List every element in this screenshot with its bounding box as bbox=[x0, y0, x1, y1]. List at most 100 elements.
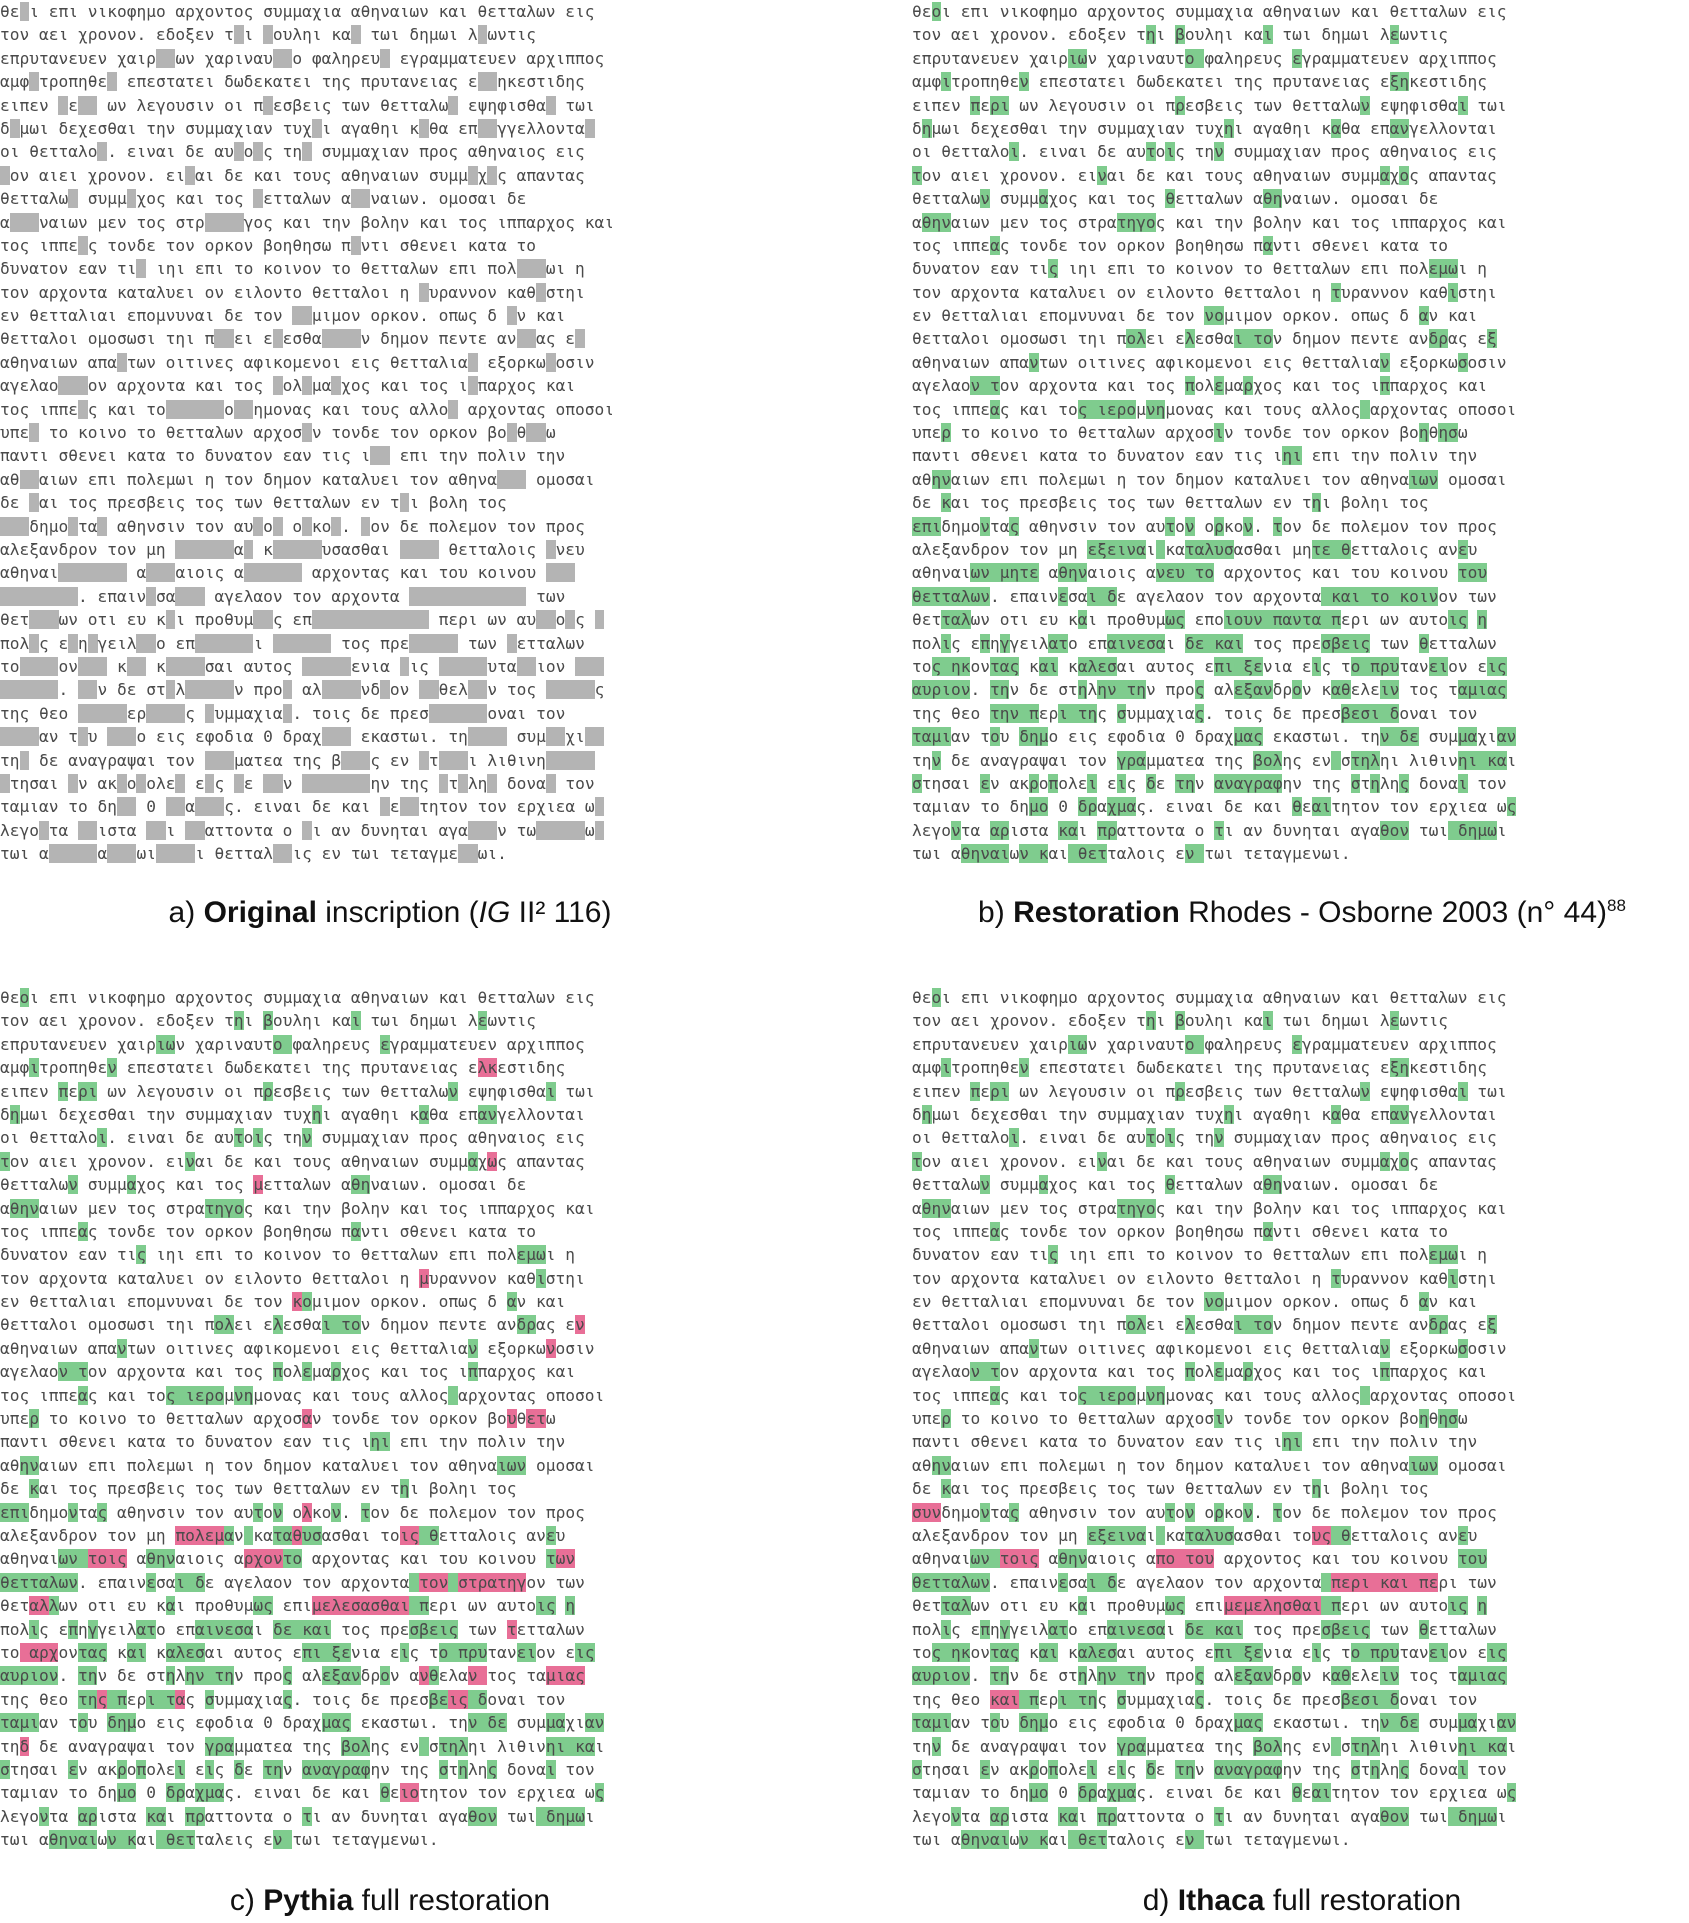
text-run: α bbox=[912, 212, 922, 232]
restored-chars-green: μα bbox=[1457, 1713, 1478, 1733]
text-run: εψηφισθα bbox=[458, 1081, 546, 1101]
text-run bbox=[1468, 610, 1478, 629]
text-run: 0 bbox=[136, 797, 166, 817]
inscription-line: αθηναιων απαντων οιτινες αφικομενοι εις … bbox=[912, 1337, 1689, 1360]
text-run: οναι τον bbox=[487, 1689, 566, 1709]
text-run: αιοις α bbox=[175, 1549, 244, 1569]
restored-chars-grey bbox=[19, 656, 59, 676]
text-run: ις bbox=[409, 656, 439, 676]
text-run: συμ bbox=[1418, 727, 1458, 747]
restored-chars-green: ολ bbox=[1126, 329, 1146, 349]
restored-chars-green: ο πρυ bbox=[1350, 1642, 1400, 1662]
inscription-line: τησαι ν ακ ο ολε ε ς ε ν ην της τ λη δον… bbox=[0, 772, 780, 795]
inscription-line: ταμιαν το δημο 0 δραχμας. ειναι δε και θ… bbox=[912, 795, 1689, 818]
restored-chars-green: ν bbox=[1243, 516, 1254, 536]
restored-chars-green: ο bbox=[272, 1034, 293, 1054]
text-run: συμ bbox=[506, 727, 546, 747]
text-run: δε αναγραψαι τον bbox=[29, 750, 205, 770]
restored-chars-green: πρ bbox=[185, 1806, 205, 1826]
text-run: αι δε και τους αθηναιων συμμ bbox=[1106, 1151, 1380, 1171]
text-run: ουληι κα bbox=[272, 25, 351, 45]
inscription-line: παντι σθενει κατα το δυνατον εαν τις ι ε… bbox=[0, 444, 780, 467]
restored-chars-green: ταλ bbox=[941, 610, 971, 630]
restored-chars-green: ηι κα bbox=[545, 1736, 595, 1756]
text-run: χι bbox=[1477, 1713, 1497, 1733]
text-run: τα bbox=[960, 820, 990, 840]
text-run: αμφ bbox=[0, 1058, 30, 1078]
restored-chars-green: ε bbox=[1389, 1011, 1400, 1031]
restored-chars-grey bbox=[0, 165, 10, 185]
restored-chars-green: το bbox=[282, 1549, 303, 1569]
restored-chars-grey bbox=[399, 539, 439, 559]
restored-chars-green: ν bbox=[272, 1830, 293, 1850]
restored-chars-grey bbox=[370, 446, 390, 466]
text-run: τωι α bbox=[912, 844, 961, 864]
text-run: α bbox=[185, 1783, 195, 1803]
restored-chars-green: θετ bbox=[1067, 1830, 1107, 1850]
restored-chars-green: ως bbox=[1165, 610, 1185, 630]
restored-chars-green: η bbox=[1477, 1596, 1488, 1616]
text-run: σα bbox=[155, 1572, 176, 1592]
restored-chars-grey bbox=[204, 773, 215, 793]
inscription-line: αθηναιων μεν τος στρατηγος και την βολην… bbox=[0, 1197, 780, 1220]
restored-chars-grey bbox=[0, 727, 39, 747]
text-run: ερι ων αυτο bbox=[428, 1596, 537, 1616]
text-run: ς bbox=[594, 680, 605, 700]
restored-chars-grey bbox=[594, 797, 605, 817]
restored-chars-green: ι bbox=[1311, 1642, 1322, 1662]
restored-chars-pink: ις bbox=[399, 1525, 420, 1545]
text-run: αιοις α bbox=[1087, 563, 1156, 583]
restored-chars-green: ς bbox=[1009, 1502, 1020, 1522]
inscription-text-ithaca: θεοι επι νικοφημο αρχοντος συμμαχια αθην… bbox=[912, 986, 1689, 1851]
text-run: ων λεγουσιν οι π bbox=[97, 95, 264, 115]
restored-chars-green: πι ξε bbox=[1214, 1642, 1263, 1662]
restored-chars-green: αν bbox=[584, 1713, 605, 1733]
text-run: ς εν bbox=[370, 750, 420, 770]
inscription-line: θετταλων. επαινεσαι δε αγελαον τον αρχον… bbox=[0, 1571, 780, 1594]
restored-chars-green: θην bbox=[146, 1549, 176, 1569]
text-run: ετταλων bbox=[1428, 1619, 1497, 1639]
inscription-line: πολ ς ε η γειλ ο επ ι τος πρε των ετταλω… bbox=[0, 632, 780, 655]
inscription-line: το αρχοντας και καλεσαι αυτος επι ξενια … bbox=[0, 1641, 780, 1664]
inscription-line: δυνατον εαν τις ιηι επι το κοινον το θετ… bbox=[912, 257, 1689, 280]
restored-chars-green: τας bbox=[989, 656, 1020, 676]
inscription-line: δημωι δεχεσθαι την συμμαχιαν τυχηι αγαθη… bbox=[0, 1103, 780, 1126]
restored-chars-green: σ bbox=[912, 1759, 922, 1779]
text-run: . ειναι δε αυ bbox=[107, 1128, 234, 1148]
restored-chars-grey bbox=[77, 235, 88, 255]
restored-chars-green: αμιας bbox=[1457, 680, 1507, 700]
text-run bbox=[1468, 1596, 1478, 1615]
text-run: εσβεις των θετταλω bbox=[272, 95, 449, 115]
text-run: τα bbox=[989, 1502, 1010, 1522]
text-run: ν και bbox=[1428, 1292, 1478, 1312]
restored-chars-green: η bbox=[9, 1104, 20, 1124]
text-run: α bbox=[0, 1198, 10, 1218]
inscription-line: υπερ το κοινο το θετταλων αρχοσιν τονδε … bbox=[912, 1407, 1689, 1430]
restored-chars-green: ο bbox=[1292, 680, 1302, 700]
restored-chars-grey bbox=[9, 212, 39, 232]
text-run: τητον τον ερχιεα ω bbox=[419, 1783, 595, 1803]
text-run: γειλ bbox=[97, 1619, 137, 1639]
restored-chars-green: αναγραφ bbox=[1214, 773, 1283, 793]
restored-chars-grey bbox=[77, 820, 98, 840]
text-run: ο επ bbox=[1067, 1619, 1107, 1639]
restored-chars-green: ταλ bbox=[941, 1596, 971, 1616]
restored-chars-green: αι bbox=[1311, 1783, 1332, 1803]
restored-chars-green: ν bbox=[1243, 1502, 1254, 1522]
inscription-line: τον αρχοντα καταλυει ον ειλοντο θετταλοι… bbox=[912, 281, 1689, 304]
restored-chars-grey bbox=[399, 656, 410, 676]
restored-chars-green: ε bbox=[1292, 1034, 1302, 1054]
restored-chars-grey bbox=[58, 563, 127, 583]
restored-chars-green: και το κοιν bbox=[1321, 586, 1439, 606]
restored-chars-green: ο bbox=[931, 2, 942, 21]
text-run: ομοσαι bbox=[526, 469, 595, 489]
inscription-line: αμφιτροπηθεν επεστατει δωδεκατει της πρυ… bbox=[0, 1056, 780, 1079]
text-run: λεγο bbox=[0, 1806, 39, 1826]
text-run: ς και την βολην και τος ιππαρχος και bbox=[1155, 1198, 1507, 1218]
restored-chars-green: ην τη bbox=[1097, 1666, 1146, 1686]
restored-chars-grey bbox=[146, 703, 186, 723]
text-run: αρχοντας και του κοινου bbox=[302, 563, 546, 583]
text-run: ν ακ bbox=[989, 773, 1029, 793]
restored-chars-green: σ bbox=[912, 773, 922, 793]
inscription-line: ταμιαν το δημο 0 δραχμας. ειναι δε και θ… bbox=[912, 1781, 1689, 1804]
